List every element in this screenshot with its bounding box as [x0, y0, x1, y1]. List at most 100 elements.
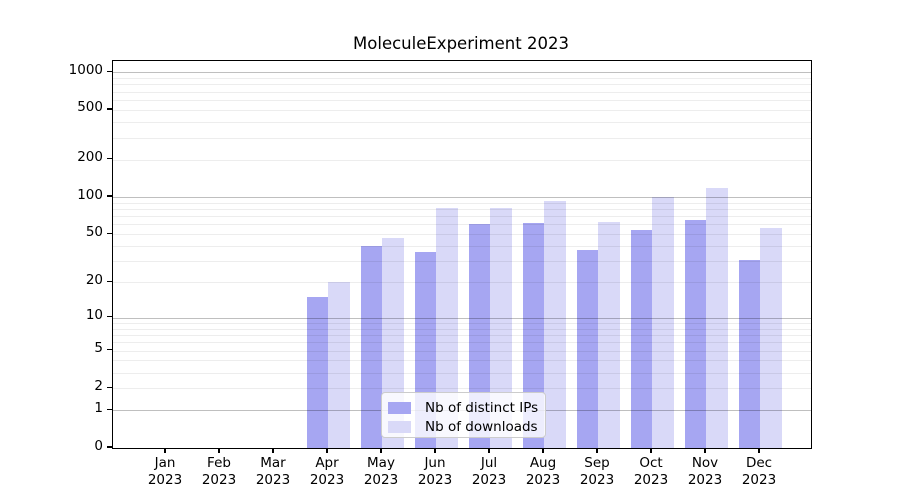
- major-gridline: [113, 196, 811, 198]
- minor-gridline: [113, 99, 811, 101]
- x-tick-label: Dec 2023: [719, 455, 799, 489]
- minor-gridline: [113, 245, 811, 247]
- y-tick-mark: [107, 280, 112, 283]
- y-tick-mark: [107, 316, 112, 318]
- minor-gridline: [113, 359, 811, 361]
- x-tick-label: Jul 2023: [449, 455, 529, 489]
- minor-gridline: [113, 83, 811, 85]
- x-tick-label: Apr 2023: [287, 455, 367, 489]
- y-tick-label: 1: [94, 399, 103, 416]
- x-tick-year: 2023: [687, 472, 723, 488]
- x-tick-label: Feb 2023: [179, 455, 259, 489]
- x-tick-mark: [326, 448, 328, 453]
- x-tick-year: 2023: [363, 472, 399, 488]
- x-tick-label: Nov 2023: [665, 455, 745, 489]
- legend-item-distinct-ips: Nb of distinct IPs: [382, 398, 545, 417]
- x-tick-month: Jun: [424, 455, 446, 471]
- bar-downloads-apr: [328, 282, 350, 448]
- minor-gridline: [113, 350, 811, 352]
- y-tick-label: 2: [94, 377, 103, 394]
- legend-swatch-downloads: [388, 420, 411, 433]
- y-tick-mark: [107, 232, 112, 234]
- x-tick-mark: [650, 448, 652, 453]
- x-tick-year: 2023: [417, 472, 453, 488]
- grid-layer: [113, 61, 811, 448]
- major-gridline: [113, 71, 811, 73]
- minor-gridline: [113, 137, 811, 139]
- minor-gridline: [113, 223, 811, 225]
- minor-gridline: [113, 91, 811, 93]
- bar-downloads-sep: [598, 221, 620, 448]
- bar-downloads-nov: [706, 187, 728, 448]
- y-tick-label: 5: [94, 340, 103, 357]
- legend-item-downloads: Nb of downloads: [382, 417, 545, 436]
- y-tick-label: 100: [77, 186, 103, 203]
- x-tick-label: May 2023: [341, 455, 421, 489]
- x-tick-label: Jan 2023: [125, 455, 205, 489]
- bar-downloads-dec: [760, 228, 782, 448]
- x-tick-month: May: [367, 455, 395, 471]
- y-tick-label: 200: [77, 149, 103, 166]
- x-tick-month: Dec: [745, 455, 773, 471]
- minor-gridline: [113, 233, 811, 235]
- y-tick-label: 500: [77, 99, 103, 116]
- x-tick-label: Jun 2023: [395, 455, 475, 489]
- bar-distinct-ips-may: [360, 246, 382, 448]
- x-tick-year: 2023: [201, 472, 237, 488]
- x-tick-year: 2023: [471, 472, 507, 488]
- x-tick-label: Mar 2023: [233, 455, 313, 489]
- minor-gridline: [113, 322, 811, 324]
- x-tick-mark: [218, 448, 220, 453]
- legend-label-distinct-ips: Nb of distinct IPs: [425, 399, 539, 416]
- y-tick-label: 0: [94, 437, 103, 454]
- minor-gridline: [113, 121, 811, 123]
- bar-downloads-oct: [652, 197, 674, 448]
- x-tick-mark: [434, 448, 436, 453]
- x-tick-month: Jul: [480, 455, 498, 471]
- x-tick-year: 2023: [255, 472, 291, 488]
- y-tick-mark: [107, 446, 112, 448]
- y-tick-label: 1000: [68, 61, 103, 78]
- x-tick-mark: [272, 448, 274, 453]
- bars-layer: [113, 61, 811, 448]
- x-tick-mark: [488, 448, 490, 453]
- x-tick-year: 2023: [633, 472, 669, 488]
- x-tick-year: 2023: [147, 472, 183, 488]
- x-tick-year: 2023: [579, 472, 615, 488]
- bar-distinct-ips-sep: [576, 250, 598, 448]
- x-tick-mark: [542, 448, 544, 453]
- minor-gridline: [113, 77, 811, 79]
- minor-gridline: [113, 109, 811, 111]
- x-tick-year: 2023: [741, 472, 777, 488]
- bar-distinct-ips-oct: [630, 230, 652, 448]
- x-tick-month: Aug: [529, 455, 557, 471]
- x-tick-month: Oct: [639, 455, 663, 471]
- y-tick-mark: [107, 348, 112, 351]
- minor-gridline: [113, 281, 811, 283]
- bar-distinct-ips-apr: [306, 297, 328, 448]
- x-tick-mark: [704, 448, 706, 453]
- x-tick-year: 2023: [309, 472, 345, 488]
- minor-gridline: [113, 341, 811, 343]
- chart-title: MoleculeExperiment 2023: [353, 34, 569, 53]
- y-tick-mark: [107, 386, 112, 388]
- y-tick-mark: [107, 408, 112, 410]
- bar-distinct-ips-nov: [684, 220, 706, 448]
- minor-gridline: [113, 215, 811, 217]
- minor-gridline: [113, 159, 811, 161]
- minor-gridline: [113, 387, 811, 389]
- x-tick-month: Apr: [315, 455, 339, 471]
- minor-gridline: [113, 208, 811, 210]
- x-tick-label: Aug 2023: [503, 455, 583, 489]
- legend: Nb of distinct IPs Nb of downloads: [381, 392, 546, 438]
- x-tick-label: Oct 2023: [611, 455, 691, 489]
- x-tick-month: Mar: [260, 455, 286, 471]
- y-tick-label: 20: [85, 271, 103, 288]
- x-tick-month: Feb: [207, 455, 231, 471]
- y-tick-label: 10: [85, 307, 103, 324]
- bar-downloads-aug: [544, 200, 566, 448]
- x-tick-mark: [758, 448, 760, 453]
- y-tick-mark: [107, 70, 112, 72]
- x-tick-mark: [164, 448, 166, 453]
